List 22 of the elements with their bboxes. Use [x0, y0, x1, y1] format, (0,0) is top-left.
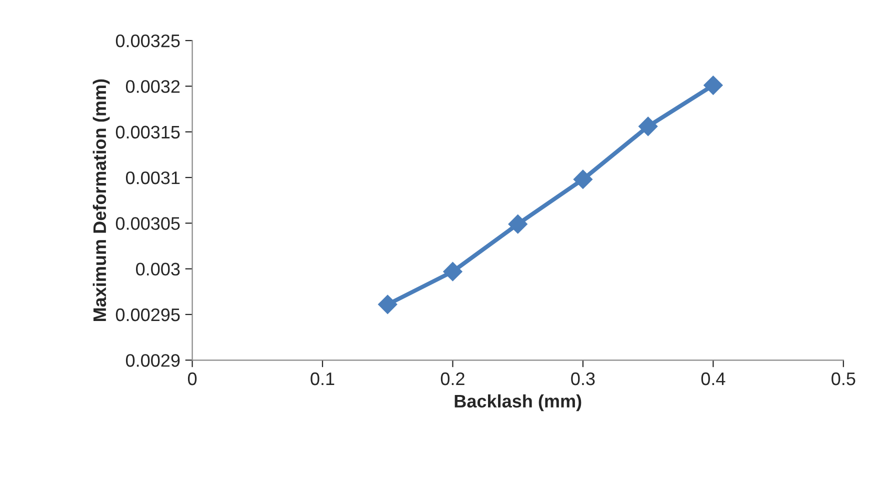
x-tick-label: 0 [188, 372, 197, 386]
y-tick-label: 0.00325 [116, 34, 180, 48]
y-tick-label: 0.003 [136, 262, 180, 276]
point [443, 262, 462, 282]
point [573, 170, 592, 189]
x-tick-label: 0.4 [701, 372, 726, 386]
point [638, 116, 658, 136]
x-tick-label: 0.5 [832, 372, 856, 386]
y-tick-label: 0.00315 [116, 126, 180, 139]
point [508, 214, 528, 234]
point [704, 76, 723, 95]
y-tick-label: 0.0031 [126, 171, 180, 184]
point [378, 294, 398, 314]
y-tick-label: 0.0032 [126, 80, 180, 93]
y-axis-title: Maximum Deformation (mm) [92, 79, 110, 322]
y-tick-label: 0.0029 [126, 354, 180, 367]
y-tick-label: 0.00305 [116, 217, 180, 230]
x-axis-title: Backlash (mm) [454, 394, 582, 412]
x-tick-label: 0.2 [440, 372, 464, 386]
y-tick-label: 0.00295 [116, 308, 180, 322]
x-tick-label: 0.1 [310, 372, 334, 386]
x-tick-label: 0.3 [571, 372, 595, 386]
